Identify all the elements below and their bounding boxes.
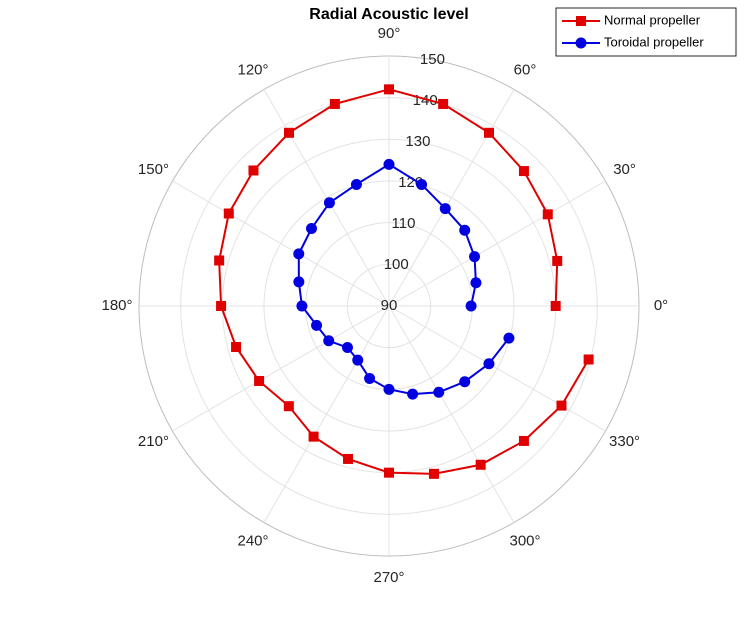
- grid-spoke: [172, 305, 390, 432]
- marker: [214, 255, 225, 266]
- marker: [407, 388, 419, 400]
- r-tick-label: 140: [413, 92, 438, 109]
- legend-marker: [575, 37, 587, 49]
- grid-spoke: [388, 305, 606, 432]
- marker: [364, 372, 376, 384]
- marker: [216, 301, 227, 311]
- marker: [550, 301, 561, 311]
- legend: Normal propeller Toroidal propeller: [555, 7, 737, 57]
- theta-tick-label: 150°: [138, 161, 169, 178]
- theta-tick-label: 240°: [237, 533, 268, 550]
- legend-label: Toroidal propeller: [604, 34, 704, 49]
- r-tick-label: 110: [392, 215, 416, 232]
- marker: [583, 354, 594, 365]
- marker: [416, 178, 428, 190]
- marker: [323, 197, 335, 209]
- theta-tick-label: 210°: [138, 433, 169, 450]
- marker: [352, 354, 364, 366]
- marker: [308, 431, 319, 442]
- grid-spoke: [172, 180, 390, 307]
- theta-tick-label: 30°: [613, 161, 636, 178]
- theta-tick-label: 90°: [378, 25, 401, 42]
- marker: [383, 158, 395, 170]
- marker: [439, 203, 451, 215]
- marker: [384, 84, 394, 95]
- marker: [469, 251, 481, 263]
- marker: [248, 165, 259, 176]
- series-line: [218, 88, 590, 475]
- theta-tick-label: 330°: [609, 433, 640, 450]
- marker: [552, 255, 563, 266]
- marker: [518, 435, 529, 446]
- marker: [433, 386, 445, 398]
- legend-marker: [576, 16, 586, 26]
- marker: [254, 376, 265, 386]
- marker: [223, 208, 234, 219]
- grid-spoke: [263, 89, 390, 307]
- marker: [323, 335, 335, 347]
- marker: [542, 209, 553, 220]
- marker: [503, 332, 515, 344]
- marker: [483, 358, 495, 370]
- grid-spoke: [388, 305, 515, 523]
- marker: [350, 178, 362, 190]
- marker: [465, 300, 477, 312]
- theta-tick-label: 60°: [514, 61, 537, 78]
- r-tick-label: 130: [405, 133, 430, 150]
- theta-tick-label: 0°: [654, 297, 668, 314]
- marker: [470, 277, 482, 289]
- marker: [518, 166, 529, 177]
- marker: [329, 98, 340, 109]
- marker: [484, 127, 494, 138]
- grid-spoke: [388, 180, 606, 307]
- marker: [343, 453, 354, 464]
- marker: [459, 224, 471, 236]
- marker: [284, 127, 294, 138]
- marker: [459, 376, 471, 388]
- theta-tick-label: 120°: [237, 61, 268, 78]
- marker: [306, 223, 318, 235]
- marker: [293, 276, 305, 288]
- marker: [341, 342, 353, 354]
- marker: [311, 319, 323, 331]
- marker: [383, 383, 395, 395]
- r-tick-label: 90: [381, 297, 398, 314]
- theta-tick-label: 270°: [373, 569, 404, 586]
- marker: [293, 248, 305, 260]
- marker: [384, 467, 394, 478]
- r-tick-label: 100: [384, 256, 409, 273]
- marker: [428, 468, 439, 479]
- grid-spoke: [388, 89, 515, 307]
- marker: [438, 98, 449, 109]
- marker: [556, 400, 567, 411]
- legend-label: Normal propeller: [604, 12, 701, 27]
- chart-title: Radial Acoustic level: [309, 6, 468, 23]
- marker: [296, 300, 308, 312]
- theta-tick-label: 300°: [509, 533, 540, 550]
- marker: [475, 459, 486, 470]
- marker: [231, 341, 242, 352]
- marker: [283, 401, 294, 412]
- r-tick-label: 150: [420, 51, 445, 68]
- grid-spoke: [263, 305, 390, 523]
- theta-tick-label: 180°: [101, 297, 132, 314]
